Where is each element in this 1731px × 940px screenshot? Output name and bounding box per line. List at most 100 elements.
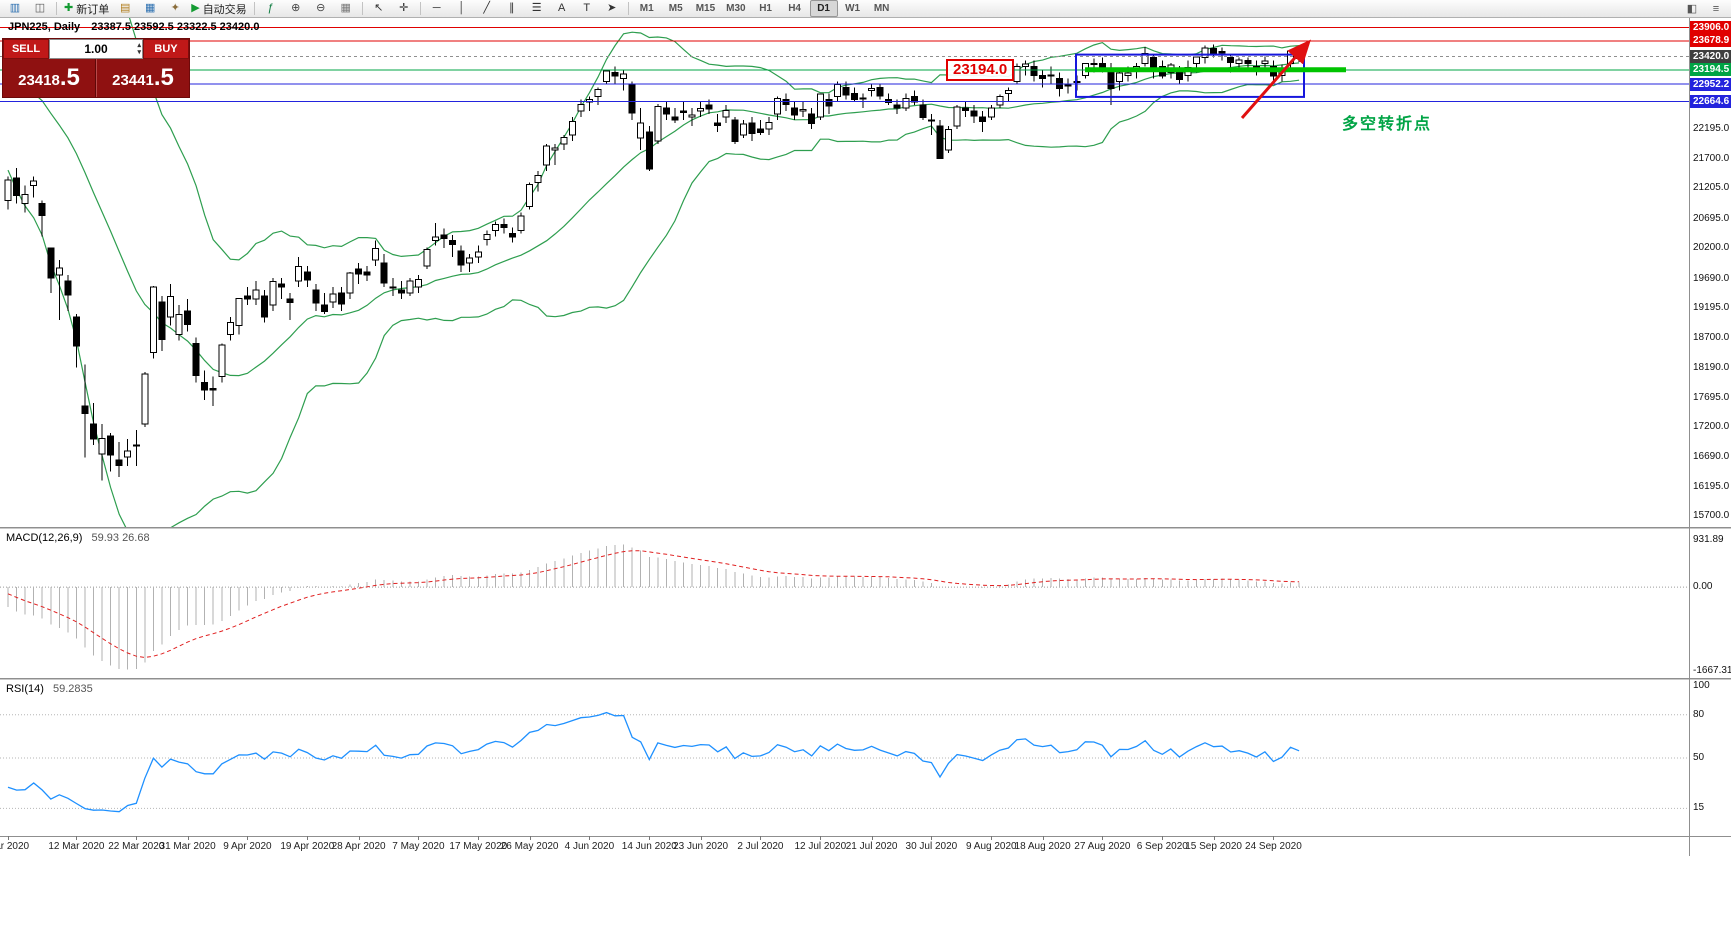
fibonacci-retracement-button[interactable]: ☰ [525, 0, 549, 17]
toolbar-separator [253, 2, 255, 15]
vertical-line-button[interactable]: │ [450, 0, 474, 17]
date-axis-label: 31 Mar 2020 [159, 841, 216, 852]
price-axis-border [1689, 18, 1690, 856]
timeframe-h4-button[interactable]: H4 [788, 3, 801, 14]
timeframe-mn-button[interactable]: MN [873, 3, 890, 14]
price-axis-tick: 17200.0 [1693, 421, 1730, 432]
price-axis-tick: 22195.0 [1693, 123, 1730, 135]
price-axis-tick: 16690.0 [1693, 451, 1730, 463]
timeframe-m30-button[interactable]: M30 [726, 3, 746, 14]
crosshair-button[interactable]: ✛ [392, 0, 416, 17]
fibonacci-retracement-icon: ☰ [531, 2, 542, 14]
horizontal-line-button[interactable]: ─ [425, 0, 449, 17]
autotrading-button[interactable]: ▶ 自动交易 [188, 0, 249, 17]
date-axis-label: 24 Sep 2020 [1245, 841, 1302, 852]
timeframe-m1-button[interactable]: M1 [639, 3, 654, 14]
text-tool-icon: A [558, 2, 566, 14]
volume-down-button[interactable]: ▾ [137, 49, 141, 56]
text-label-tool-icon: T [583, 2, 591, 14]
rsi-axis-tick: 100 [1693, 680, 1710, 691]
macd-title: MACD(12,26,9) 59.93 26.68 [6, 532, 150, 544]
autotrading-icon: ▶ [191, 2, 200, 14]
rsi-indicator-pane[interactable] [0, 680, 1689, 836]
tile-windows-button[interactable]: ▦ [334, 0, 358, 17]
buy-button[interactable]: BUY [143, 39, 189, 59]
tile-windows-icon: ▦ [340, 2, 351, 14]
timeframe-m15-button[interactable]: M15 [695, 3, 716, 14]
dock-chart-icon[interactable]: ◧ [1686, 3, 1698, 15]
price-level-label: 22664.6 [1690, 94, 1731, 108]
date-axis-label: 17 May 2020 [449, 841, 508, 852]
cursor-button[interactable]: ↖ [367, 0, 391, 17]
price-axis-tick: 20200.0 [1693, 242, 1730, 254]
sell-price-main: 23418 [18, 72, 60, 89]
timeframe-w1-button[interactable]: W1 [845, 3, 861, 14]
data-window-icon: ▦ [145, 2, 156, 14]
market-watch-icon: ▤ [120, 2, 131, 14]
cursor-icon: ↖ [374, 2, 384, 14]
navigator-button[interactable]: ✦ [163, 0, 187, 17]
pane-splitter[interactable] [0, 678, 1731, 680]
chart-profiles-button[interactable]: ◫ [28, 0, 52, 17]
toolbar-right-group: ◧ ≡ [1680, 0, 1728, 17]
date-axis-label: 27 Aug 2020 [1074, 841, 1131, 852]
toolbar: ▥ ◫ ✚ 新订单 ▤ ▦ ✦ ▶ 自动交易 ƒ ⊕ ⊖ ▦ ↖ ✛ ─ │ ╱ ∥ ☰ A T ➤ M1 M5 M15 M30 H1… [0, 0, 1731, 18]
date-axis-label: 2 Jul 2020 [737, 841, 784, 852]
price-axis-tick: 18190.0 [1693, 362, 1730, 373]
text-label-tool-button[interactable]: T [575, 0, 599, 17]
date-axis-label: 21 Jul 2020 [845, 841, 898, 852]
buy-price[interactable]: 23441 .5 [96, 59, 189, 97]
macd-indicator-pane[interactable] [0, 529, 1689, 678]
new-chart-button[interactable]: ▥ [3, 0, 27, 17]
sell-button[interactable]: SELL [3, 39, 49, 59]
new-order-button[interactable]: ✚ 新订单 [61, 0, 112, 17]
price-axis-tick: 21205.0 [1693, 182, 1730, 194]
window-menu-icon[interactable]: ≡ [1712, 2, 1720, 15]
sell-price[interactable]: 23418 .5 [3, 59, 96, 97]
date-axis-label: 28 Apr 2020 [331, 841, 386, 852]
macd-axis-tick: 0.00 [1693, 581, 1713, 593]
price-level-label: 23906.0 [1690, 20, 1731, 34]
equidistant-channel-button[interactable]: ∥ [500, 0, 524, 17]
one-click-trading-widget: SELL 1.00 ▴ ▾ BUY 23418 .5 23441 .5 [2, 38, 190, 98]
price-level-label: 23678.9 [1690, 34, 1731, 48]
date-axis-label: 18 Aug 2020 [1014, 841, 1071, 852]
trend-line-button[interactable]: ╱ [475, 0, 499, 17]
data-window-button[interactable]: ▦ [138, 0, 162, 17]
volume-up-button[interactable]: ▴ [137, 42, 141, 49]
price-level-label: 23420.0 [1690, 49, 1731, 63]
vertical-line-icon: │ [458, 2, 466, 14]
macd-current-values: 59.93 26.68 [91, 532, 150, 544]
volume-value: 1.00 [84, 42, 108, 56]
price-callout-annotation[interactable]: 23194.0 [946, 59, 1015, 81]
arrows-tool-button[interactable]: ➤ [600, 0, 624, 17]
navigator-icon: ✦ [170, 2, 180, 14]
zoom-out-button[interactable]: ⊖ [309, 0, 333, 17]
rsi-title: RSI(14) 59.2835 [6, 683, 93, 695]
arrows-tool-icon: ➤ [607, 2, 617, 14]
zoom-in-button[interactable]: ⊕ [284, 0, 308, 17]
turning-point-text-annotation[interactable]: 多空转折点 [1342, 116, 1433, 133]
timeframe-h1-button[interactable]: H1 [759, 3, 772, 14]
price-axis-tick: 20695.0 [1693, 212, 1730, 224]
timeframe-m5-button[interactable]: M5 [668, 3, 683, 14]
price-axis-tick: 17695.0 [1693, 391, 1730, 403]
date-axis-label: 12 Jul 2020 [794, 841, 847, 852]
price-axis-tick: 19195.0 [1693, 302, 1730, 314]
timeframe-d1-button[interactable]: D1 [809, 0, 838, 17]
date-axis-label: 19 Apr 2020 [280, 841, 335, 852]
text-tool-button[interactable]: A [550, 0, 574, 17]
macd-axis-tick: 931.89 [1693, 534, 1724, 545]
volume-input[interactable]: 1.00 ▴ ▾ [49, 39, 143, 59]
date-axis-label: 9 Apr 2020 [223, 841, 272, 852]
indicators-list-button[interactable]: ƒ [259, 0, 283, 17]
crosshair-icon: ✛ [399, 2, 409, 14]
autotrading-label: 自动交易 [202, 3, 247, 16]
toolbar-separator [56, 2, 57, 15]
date-axis-separator [0, 836, 1731, 837]
price-level-label: 23194.5 [1690, 63, 1731, 77]
main-price-chart[interactable] [0, 18, 1689, 527]
market-watch-button[interactable]: ▤ [113, 0, 137, 17]
pane-splitter[interactable] [0, 527, 1731, 529]
